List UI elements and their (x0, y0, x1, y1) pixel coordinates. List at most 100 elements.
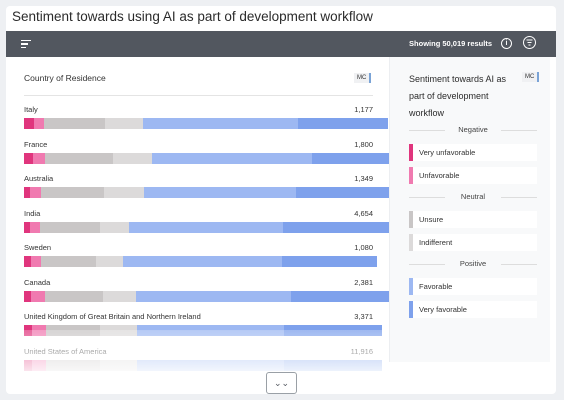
unfavorable-segment[interactable] (33, 118, 44, 129)
legend-item-very-unfavorable[interactable]: Very unfavorable (409, 144, 537, 161)
very-favorable-segment[interactable] (297, 118, 388, 129)
legend-label: Favorable (419, 282, 453, 291)
info-icon[interactable]: i (501, 38, 512, 49)
legend-group-neutral: Neutral (409, 192, 537, 201)
unfavorable-segment[interactable] (29, 221, 41, 233)
country-label: Canada (24, 277, 51, 287)
country-label: France (24, 139, 48, 149)
favorable-segment[interactable] (152, 152, 312, 164)
country-row[interactable]: Sweden 1,080 (24, 243, 377, 277)
expand-button[interactable]: ⌄⌄ (266, 372, 297, 394)
very-favorable-segment[interactable] (295, 187, 389, 198)
country-label: United Kingdom of Great Britain and Nort… (24, 312, 201, 321)
toolbar: Showing 50,019 results i (6, 31, 556, 57)
favorable-segment[interactable] (143, 118, 298, 129)
unsure-segment[interactable] (43, 118, 105, 129)
country-label: India (24, 208, 41, 218)
multiple-choice-badge: MC (354, 73, 372, 83)
very-favorable-segment[interactable] (311, 152, 389, 164)
unsure-segment[interactable] (44, 152, 113, 164)
response-count: 1,800 (354, 139, 373, 149)
response-count: 4,654 (354, 208, 373, 218)
unfavorable-segment[interactable] (30, 256, 42, 267)
legend-label: Indifferent (419, 238, 453, 247)
response-count: 1,349 (354, 174, 373, 183)
country-row[interactable]: India 4,654 (24, 208, 389, 243)
legend-label: Unfavorable (419, 171, 460, 180)
unsure-segment[interactable] (40, 221, 100, 233)
response-count: 1,080 (354, 243, 373, 252)
very-unfavorable-segment[interactable] (24, 256, 31, 267)
legend-item-favorable[interactable]: Favorable (409, 278, 537, 295)
unsure-segment[interactable] (44, 290, 103, 302)
indifferent-segment[interactable] (95, 256, 124, 267)
results-count: Showing 50,019 results (409, 39, 492, 48)
legend-item-unfavorable[interactable]: Unfavorable (409, 167, 537, 184)
legend-swatch (409, 211, 413, 228)
very-unfavorable-segment[interactable] (24, 187, 31, 198)
favorable-segment[interactable] (135, 290, 291, 302)
country-breakdown-panel: Country of Residence MC Italy 1,177 France… (6, 57, 389, 377)
legend-label: Very unfavorable (419, 148, 476, 157)
legend-multiple-choice-badge: MC (522, 72, 540, 82)
indifferent-segment[interactable] (103, 187, 144, 198)
indifferent-segment[interactable] (102, 290, 136, 302)
country-row[interactable]: Canada 2,381 (24, 277, 389, 312)
hamburger-menu-icon[interactable] (21, 40, 31, 49)
country-label: Sweden (24, 243, 52, 252)
unsure-segment[interactable] (40, 187, 104, 198)
legend-swatch (409, 301, 413, 318)
legend-item-unsure[interactable]: Unsure (409, 211, 537, 228)
filter-icon[interactable] (523, 36, 536, 49)
response-count: 2,381 (354, 277, 373, 287)
country-row[interactable]: France 1,800 (24, 139, 389, 174)
sentiment-stacked-bar[interactable] (24, 221, 389, 233)
unfavorable-segment[interactable] (33, 152, 45, 164)
legend-item-very-favorable[interactable]: Very favorable (409, 301, 537, 318)
legend-swatch (409, 234, 413, 251)
very-favorable-segment[interactable] (282, 221, 389, 233)
legend-group-negative: Negative (409, 125, 537, 134)
country-row[interactable]: Australia 1,349 (24, 174, 389, 208)
very-favorable-segment[interactable] (281, 256, 377, 267)
very-favorable-segment[interactable] (290, 290, 389, 302)
response-count: 1,177 (354, 105, 373, 114)
legend-panel: Sentiment towards AI as part of developm… (390, 57, 550, 362)
legend-group-positive: Positive (409, 259, 537, 268)
page-title: Sentiment towards using AI as part of de… (12, 9, 373, 24)
country-label: Italy (24, 105, 38, 114)
legend-swatch (409, 167, 413, 184)
favorable-segment[interactable] (129, 221, 283, 233)
double-chevron-down-icon: ⌄⌄ (273, 378, 290, 388)
indifferent-segment[interactable] (112, 152, 153, 164)
sentiment-stacked-bar[interactable] (24, 152, 389, 164)
response-count: 3,371 (354, 312, 373, 321)
country-row[interactable]: Italy 1,177 (24, 105, 388, 139)
sentiment-stacked-bar[interactable] (24, 290, 389, 302)
sentiment-stacked-bar[interactable] (24, 118, 388, 129)
legend-label: Unsure (419, 215, 444, 224)
sentiment-stacked-bar[interactable] (24, 256, 377, 267)
country-label: Australia (24, 174, 54, 183)
sentiment-stacked-bar[interactable] (24, 187, 389, 198)
unfavorable-segment[interactable] (30, 290, 45, 302)
country-of-residence-header: Country of Residence (24, 73, 106, 83)
favorable-segment[interactable] (143, 187, 296, 198)
indifferent-segment[interactable] (104, 118, 143, 129)
legend-swatch (409, 278, 413, 295)
legend-title: Sentiment towards AI as part of developm… (409, 74, 507, 118)
unsure-segment[interactable] (41, 256, 96, 267)
very-unfavorable-segment[interactable] (24, 221, 30, 233)
unfavorable-segment[interactable] (30, 187, 41, 198)
indifferent-segment[interactable] (99, 221, 130, 233)
scroll-fade-overlay (6, 330, 389, 380)
panel-divider (389, 57, 390, 362)
legend-item-indifferent[interactable]: Indifferent (409, 234, 537, 251)
very-unfavorable-segment[interactable] (24, 118, 34, 129)
favorable-segment[interactable] (123, 256, 282, 267)
very-unfavorable-segment[interactable] (24, 290, 31, 302)
legend-label: Very favorable (419, 305, 467, 314)
legend-swatch (409, 144, 413, 161)
header-divider (24, 95, 373, 96)
very-unfavorable-segment[interactable] (24, 152, 34, 164)
